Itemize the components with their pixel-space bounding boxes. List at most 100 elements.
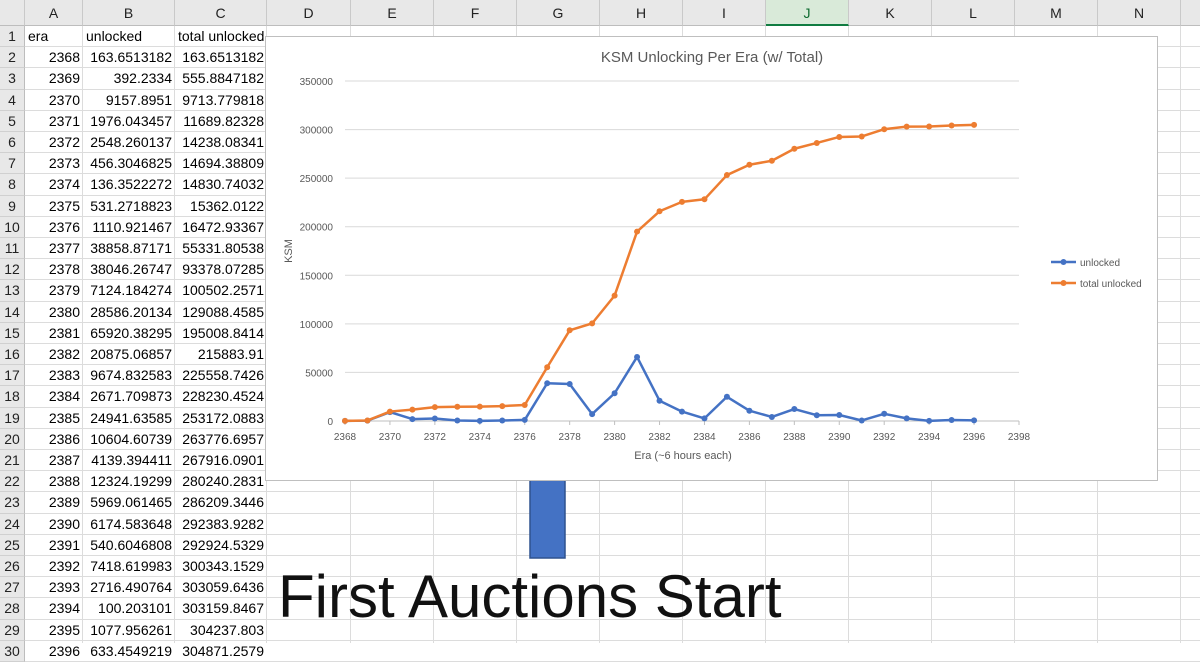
table-cell[interactable]: 392.2334	[113, 70, 172, 87]
table-cell[interactable]: 11689.82328	[183, 112, 264, 129]
table-cell[interactable]: 14238.08341	[182, 134, 264, 150]
row-header[interactable]: 15	[0, 322, 25, 344]
table-cell[interactable]: 93378.07285	[182, 261, 264, 278]
table-cell[interactable]: 2369	[48, 70, 80, 87]
table-cell[interactable]: 55331.80538	[182, 240, 264, 256]
table-cell[interactable]: 2376	[48, 218, 80, 235]
table-cell[interactable]: 2370	[48, 91, 80, 108]
table-cell[interactable]: 531.2718823	[90, 197, 172, 214]
row-header[interactable]: 23	[0, 492, 25, 514]
table-cell[interactable]: 304237.803	[190, 621, 264, 638]
table-cell[interactable]: 2716.490764	[90, 579, 172, 596]
table-cell[interactable]: 9674.832583	[90, 367, 172, 384]
table-cell[interactable]: 540.6046808	[90, 536, 172, 553]
table-cell[interactable]: 2391	[48, 536, 80, 553]
table-cell[interactable]: 2390	[48, 515, 80, 532]
table-cell[interactable]: 2373	[48, 155, 80, 172]
table-cell[interactable]: 38046.26747	[90, 261, 172, 278]
table-cell[interactable]: 2395	[48, 621, 80, 638]
table-cell[interactable]: 129088.4585	[182, 303, 264, 320]
table-cell[interactable]: 14694.38809	[182, 155, 264, 172]
row-header[interactable]: 3	[0, 68, 25, 90]
column-header-n[interactable]: N	[1098, 0, 1181, 26]
column-header-m[interactable]: M	[1015, 0, 1098, 26]
table-cell[interactable]: 555.8847182	[182, 70, 264, 87]
table-cell[interactable]: 2396	[48, 642, 80, 659]
table-cell[interactable]: 5969.061465	[90, 494, 172, 511]
table-cell[interactable]: 195008.8414	[182, 324, 264, 341]
row-header[interactable]: 8	[0, 174, 25, 196]
table-cell[interactable]: 456.3046825	[90, 155, 172, 172]
table-cell[interactable]: 20875.06857	[90, 346, 172, 362]
table-cell[interactable]: 2389	[48, 494, 80, 511]
table-cell[interactable]: 2381	[48, 324, 80, 341]
table-cell[interactable]: 225558.7426	[182, 367, 264, 384]
table-cell[interactable]: 136.3522272	[90, 176, 172, 193]
table-cell[interactable]: 2384	[48, 388, 80, 405]
table-cell[interactable]: 2375	[48, 197, 80, 214]
row-header[interactable]: 26	[0, 556, 25, 578]
table-cell[interactable]: 2380	[48, 303, 80, 320]
table-cell[interactable]: 253172.0883	[182, 409, 264, 426]
table-cell[interactable]: 292383.9282	[182, 515, 264, 532]
table-cell[interactable]: 2383	[48, 367, 80, 384]
table-cell[interactable]: 163.6513182	[90, 49, 172, 66]
table-cell[interactable]: 100502.2571	[182, 282, 264, 299]
column-header-j[interactable]: J	[766, 0, 849, 26]
table-cell[interactable]: 1110.921467	[92, 218, 172, 235]
table-cell[interactable]: 2386	[48, 430, 80, 447]
row-header[interactable]: 27	[0, 577, 25, 599]
table-cell[interactable]: 12324.19299	[90, 473, 172, 490]
table-cell[interactable]: 9157.8951	[105, 91, 172, 108]
row-header[interactable]: 12	[0, 259, 25, 281]
table-cell[interactable]: 2392	[48, 558, 80, 574]
select-all-corner[interactable]	[0, 0, 25, 26]
row-header[interactable]: 30	[0, 640, 25, 662]
table-cell[interactable]: 6174.583648	[90, 515, 172, 532]
table-cell[interactable]: 163.6513182	[182, 49, 264, 66]
table-cell[interactable]: 14830.74032	[182, 176, 264, 193]
table-cell[interactable]: 100.203101	[98, 600, 172, 617]
table-cell[interactable]: 2368	[48, 49, 80, 66]
line-chart[interactable]: KSM Unlocking Per Era (w/ Total) Era (~6…	[265, 36, 1158, 481]
column-header-b[interactable]: B	[83, 0, 175, 26]
table-cell[interactable]: 228230.4524	[182, 388, 264, 405]
table-cell[interactable]: 16472.93367	[182, 218, 264, 235]
row-header[interactable]: 24	[0, 513, 25, 535]
column-header-a[interactable]: A	[25, 0, 83, 26]
column-header-e[interactable]: E	[351, 0, 434, 26]
column-header-f[interactable]: F	[434, 0, 517, 26]
table-cell[interactable]: 15362.0122	[190, 197, 264, 214]
row-header[interactable]: 17	[0, 365, 25, 387]
table-cell[interactable]: 267916.0901	[182, 452, 264, 468]
table-cell[interactable]: 280240.2831	[182, 473, 264, 490]
column-header-i[interactable]: I	[683, 0, 766, 26]
table-cell[interactable]: 2388	[48, 473, 80, 490]
column-header-o[interactable]: O	[1181, 0, 1200, 26]
table-cell[interactable]: 303159.8467	[182, 600, 264, 617]
column-header-d[interactable]: D	[267, 0, 351, 26]
header-cell[interactable]: unlocked	[86, 28, 143, 44]
header-cell[interactable]: total unlocked	[178, 28, 265, 44]
column-header-l[interactable]: L	[932, 0, 1015, 26]
table-cell[interactable]: 292924.5329	[182, 536, 264, 553]
table-cell[interactable]: 2671.709873	[90, 388, 172, 405]
row-header[interactable]: 25	[0, 534, 25, 556]
table-cell[interactable]: 2374	[48, 176, 80, 193]
column-header-k[interactable]: K	[849, 0, 932, 26]
row-header[interactable]: 9	[0, 195, 25, 217]
table-cell[interactable]: 2372	[48, 134, 80, 150]
column-header-c[interactable]: C	[175, 0, 267, 26]
column-header-g[interactable]: G	[517, 0, 600, 26]
row-header[interactable]: 5	[0, 110, 25, 132]
table-cell[interactable]: 2379	[48, 282, 80, 299]
table-cell[interactable]: 215883.91	[197, 346, 264, 362]
table-cell[interactable]: 1077.956261	[90, 621, 172, 638]
table-cell[interactable]: 2393	[48, 579, 80, 596]
table-cell[interactable]: 263776.6957	[182, 430, 264, 447]
row-header[interactable]: 7	[0, 153, 25, 175]
table-cell[interactable]: 300343.1529	[182, 558, 264, 574]
row-header[interactable]: 28	[0, 598, 25, 620]
row-header[interactable]: 18	[0, 386, 25, 408]
row-header[interactable]: 16	[0, 344, 25, 366]
